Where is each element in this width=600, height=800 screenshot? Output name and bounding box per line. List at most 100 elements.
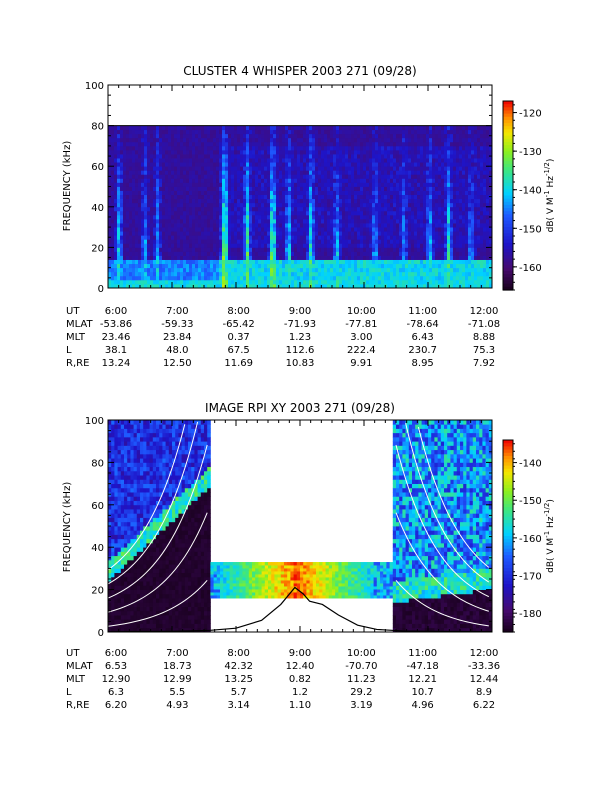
spectrogram-cell (390, 206, 394, 212)
spectrogram-cell (318, 231, 322, 236)
spectrogram-cell (210, 251, 214, 256)
spectrogram-cell (435, 145, 439, 151)
spectrogram-cell (384, 279, 388, 285)
spectrogram-cell (132, 243, 136, 248)
spectrogram-cell (441, 235, 445, 240)
spectrogram-cell (240, 247, 244, 252)
spectrogram-cell (441, 227, 445, 232)
spectrogram-cell (180, 259, 184, 265)
spectrogram-cell (168, 178, 172, 183)
spectrogram-cell (351, 141, 355, 147)
spectrogram-cell (366, 223, 370, 228)
spectrogram-cell (300, 166, 304, 171)
spectrogram-cell (465, 239, 469, 244)
spectrogram-cell (240, 239, 244, 244)
spectrogram-cell (231, 194, 235, 200)
spectrogram-cell (363, 137, 367, 143)
spectrogram-cell (117, 235, 121, 240)
spectrogram-cell (201, 198, 205, 204)
spectrogram-cell (270, 162, 274, 167)
spectrogram-cell (318, 133, 322, 139)
spectrogram-cell (465, 243, 469, 248)
spectrogram-cell (420, 170, 424, 175)
spectrogram-cell (264, 141, 268, 147)
spectrogram-cell (456, 154, 460, 159)
spectrogram-cell (387, 174, 391, 179)
spectrogram-cell (324, 206, 328, 212)
spectrogram-cell (231, 202, 235, 208)
spectrogram-cell (216, 178, 220, 183)
spectrogram-cell (159, 210, 163, 216)
spectrogram-cell (174, 227, 178, 232)
spectrogram-cell (297, 170, 301, 175)
spectrogram-cell (216, 145, 220, 151)
spectrogram-cell (168, 190, 172, 196)
spectrogram-cell (126, 283, 130, 289)
spectrogram-cell (399, 198, 403, 204)
spectrogram-cell (219, 186, 223, 191)
spectrogram-cell (189, 141, 193, 147)
spectrogram-cell (417, 275, 421, 281)
spectrogram-cell (180, 206, 184, 212)
spectrogram-cell (441, 158, 445, 163)
spectrogram-cell (225, 145, 229, 151)
spectrogram-cell (312, 137, 316, 143)
spectrogram-cell (399, 251, 403, 256)
spectrogram-cell (399, 133, 403, 139)
spectrogram-cell (378, 154, 382, 159)
spectrogram-cell (204, 255, 208, 260)
spectrogram-cell (270, 235, 274, 240)
spectrogram-cell (189, 194, 193, 200)
spectrogram-cell (345, 129, 349, 135)
spectrogram-cell (477, 275, 481, 281)
spectrogram-cell (438, 182, 442, 187)
spectrogram-cell (144, 137, 148, 143)
spectrogram-cell (147, 283, 151, 289)
spectrogram-cell (270, 255, 274, 260)
spectrogram-cell (312, 239, 316, 244)
spectrogram-cell (315, 283, 319, 289)
spectrogram-cell (252, 182, 256, 187)
spectrogram-cell (327, 279, 331, 285)
spectrogram-cell (387, 202, 391, 208)
spectrogram-cell (207, 267, 211, 273)
spectrogram-cell (360, 137, 364, 143)
spectrogram-cell (312, 178, 316, 183)
spectrogram-cell (450, 231, 454, 236)
spectrogram-cell (219, 162, 223, 167)
spectrogram-cell (348, 214, 352, 220)
spectrogram-cell (240, 271, 244, 277)
spectrogram-cell (159, 145, 163, 151)
spectrogram-cell (192, 182, 196, 187)
spectrogram-cell (222, 190, 226, 196)
spectrogram-cell (117, 239, 121, 244)
spectrogram-cell (135, 243, 139, 248)
spectrogram-cell (108, 243, 112, 248)
spectrogram-cell (336, 133, 340, 139)
spectrogram-cell (456, 170, 460, 175)
spectrogram-cell (348, 206, 352, 212)
spectrogram-cell (222, 129, 226, 135)
spectrogram-cell (399, 271, 403, 277)
spectrogram-cell (297, 206, 301, 212)
spectrogram-cell (207, 162, 211, 167)
spectrogram-cell (471, 145, 475, 151)
spectrogram-cell (225, 259, 229, 265)
spectrogram-cell (252, 166, 256, 171)
spectrogram-cell (120, 158, 124, 163)
spectrogram-cell (300, 259, 304, 265)
spectrogram-cell (318, 251, 322, 256)
spectrogram-cell (240, 255, 244, 260)
spectrogram-cell (462, 186, 466, 191)
spectrogram-cell (180, 263, 184, 269)
spectrogram-cell (207, 178, 211, 183)
spectrogram-cell (348, 166, 352, 171)
spectrogram-cell (264, 129, 268, 135)
spectrogram-cell (111, 239, 115, 244)
spectrogram-cell (231, 279, 235, 285)
spectrogram-cell (186, 255, 190, 260)
spectrogram-cell (216, 223, 220, 228)
spectrogram-cell (369, 279, 373, 285)
spectrogram-cell (399, 166, 403, 171)
spectrogram-cell (267, 275, 271, 281)
